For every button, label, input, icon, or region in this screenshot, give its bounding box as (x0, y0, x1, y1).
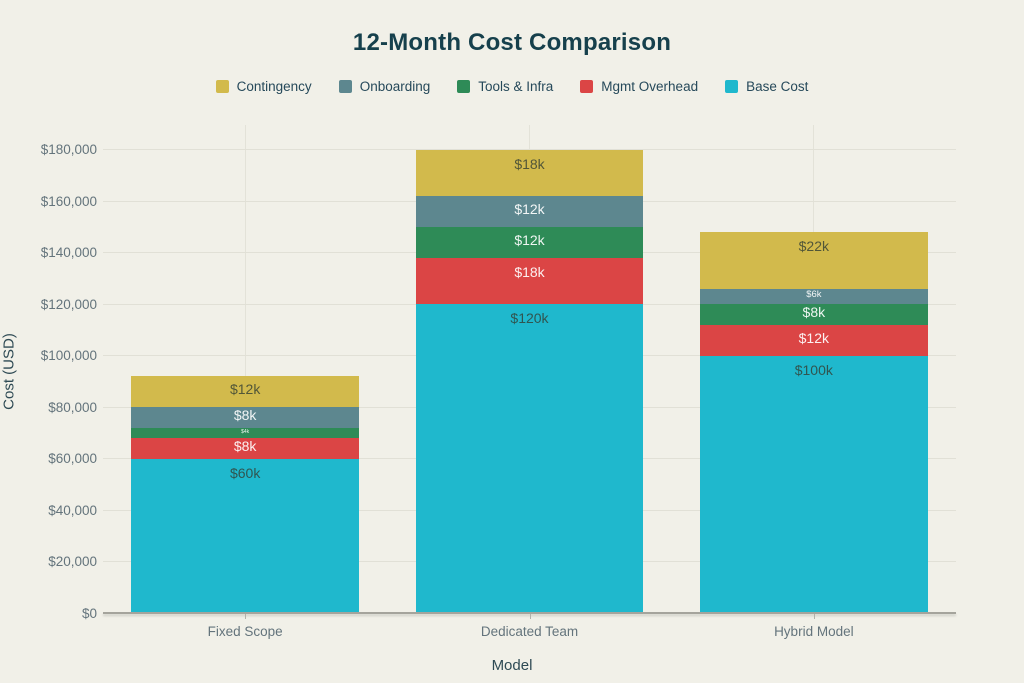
segment-value-label: $12k (229, 381, 261, 398)
segment-tools-infra[interactable]: $8k (700, 304, 928, 325)
legend-swatch-icon (580, 80, 594, 93)
segment-value-label: $8k (233, 407, 257, 424)
segment-tools-infra[interactable]: $12k (415, 226, 644, 258)
segment-value-label: $6k (806, 289, 822, 301)
segment-value-label: $120k (510, 310, 549, 326)
segment-base-cost[interactable]: $60k (131, 458, 359, 613)
legend-swatch-icon (215, 80, 229, 93)
x-axis-line (103, 612, 956, 614)
legend-item-label: Base Cost (746, 79, 809, 94)
segment-base-cost[interactable]: $100k (700, 355, 928, 613)
segment-value-label: $12k (798, 329, 829, 346)
legend-item-base-cost[interactable]: Base Cost (725, 79, 808, 94)
y-tick-label: $80,000 (48, 399, 97, 415)
segment-value-label: $12k (514, 201, 545, 218)
legend-swatch-icon (457, 80, 471, 93)
x-axis-title: Model (491, 657, 533, 674)
segment-base-cost[interactable]: $120k (415, 304, 644, 613)
bar-hybrid-model: $100k $12k $8k $6k $22k (700, 125, 928, 613)
bar-fixed-scope: $60k $8k $4k $8k $12k (131, 125, 359, 613)
segment-contingency[interactable]: $12k (131, 376, 359, 407)
segment-value-label: $8k (233, 438, 257, 455)
y-tick-label: $180,000 (40, 142, 97, 157)
segment-mgmt-overhead[interactable]: $12k (700, 324, 928, 356)
legend-item-onboarding[interactable]: Onboarding (338, 79, 431, 94)
legend-item-label: Onboarding (359, 79, 431, 94)
legend-item-label: Mgmt Overhead (601, 79, 699, 94)
segment-value-label: $22k (798, 237, 829, 254)
segment-value-label: $8k (802, 304, 826, 321)
segment-onboarding[interactable]: $6k (700, 288, 928, 304)
segment-onboarding[interactable]: $8k (131, 407, 359, 428)
segment-contingency[interactable]: $22k (700, 231, 928, 289)
legend-item-mgmt-overhead[interactable]: Mgmt Overhead (580, 79, 698, 94)
segment-value-label: $12k (514, 232, 545, 249)
segment-mgmt-overhead[interactable]: $18k (415, 257, 644, 304)
legend-item-tools-infra[interactable]: Tools & Infra (457, 79, 553, 94)
y-tick-label: $100,000 (40, 348, 97, 363)
legend-item-label: Contingency (236, 79, 312, 94)
segment-value-label: $18k (514, 263, 545, 280)
segment-tools-infra[interactable]: $4k (131, 427, 359, 438)
legend-item-label: Tools & Infra (478, 79, 554, 94)
chart-title: 12-Month Cost Comparison (352, 29, 672, 56)
segment-contingency[interactable]: $18k (415, 149, 644, 196)
x-category-label: Dedicated Team (480, 624, 579, 639)
segment-onboarding[interactable]: $12k (415, 195, 644, 227)
segment-value-label: $100k (794, 361, 833, 378)
segment-mgmt-overhead[interactable]: $8k (131, 437, 359, 459)
segment-value-label: $60k (229, 464, 261, 481)
x-category-label: Hybrid Model (774, 624, 854, 639)
y-tick-label: $20,000 (48, 554, 97, 569)
vertical-gridline (244, 125, 246, 613)
legend-swatch-icon (725, 80, 739, 93)
x-tick-mark (529, 614, 531, 619)
y-tick-label: $0 (81, 605, 97, 621)
bar-dedicated-team: $120k $18k $12k $12k $18k (415, 125, 644, 613)
x-tick-mark (245, 614, 247, 619)
legend-item-contingency[interactable]: Contingency (215, 79, 312, 94)
y-axis-title: Cost (USD) (0, 333, 18, 410)
x-category-label: Fixed Scope (207, 624, 283, 639)
legend-swatch-icon (338, 80, 352, 93)
x-tick-mark (813, 614, 815, 619)
y-tick-label: $60,000 (48, 451, 97, 466)
segment-value-label: $4k (241, 428, 250, 435)
y-tick-label: $140,000 (40, 245, 97, 260)
segment-value-label: $18k (514, 155, 545, 172)
y-tick-label: $40,000 (48, 502, 97, 518)
legend: Contingency Onboarding Tools & Infra Mgmt O… (0, 79, 1024, 94)
y-tick-label: $160,000 (40, 193, 97, 209)
horizontal-gridline (103, 149, 956, 150)
y-tick-label: $120,000 (40, 296, 97, 312)
